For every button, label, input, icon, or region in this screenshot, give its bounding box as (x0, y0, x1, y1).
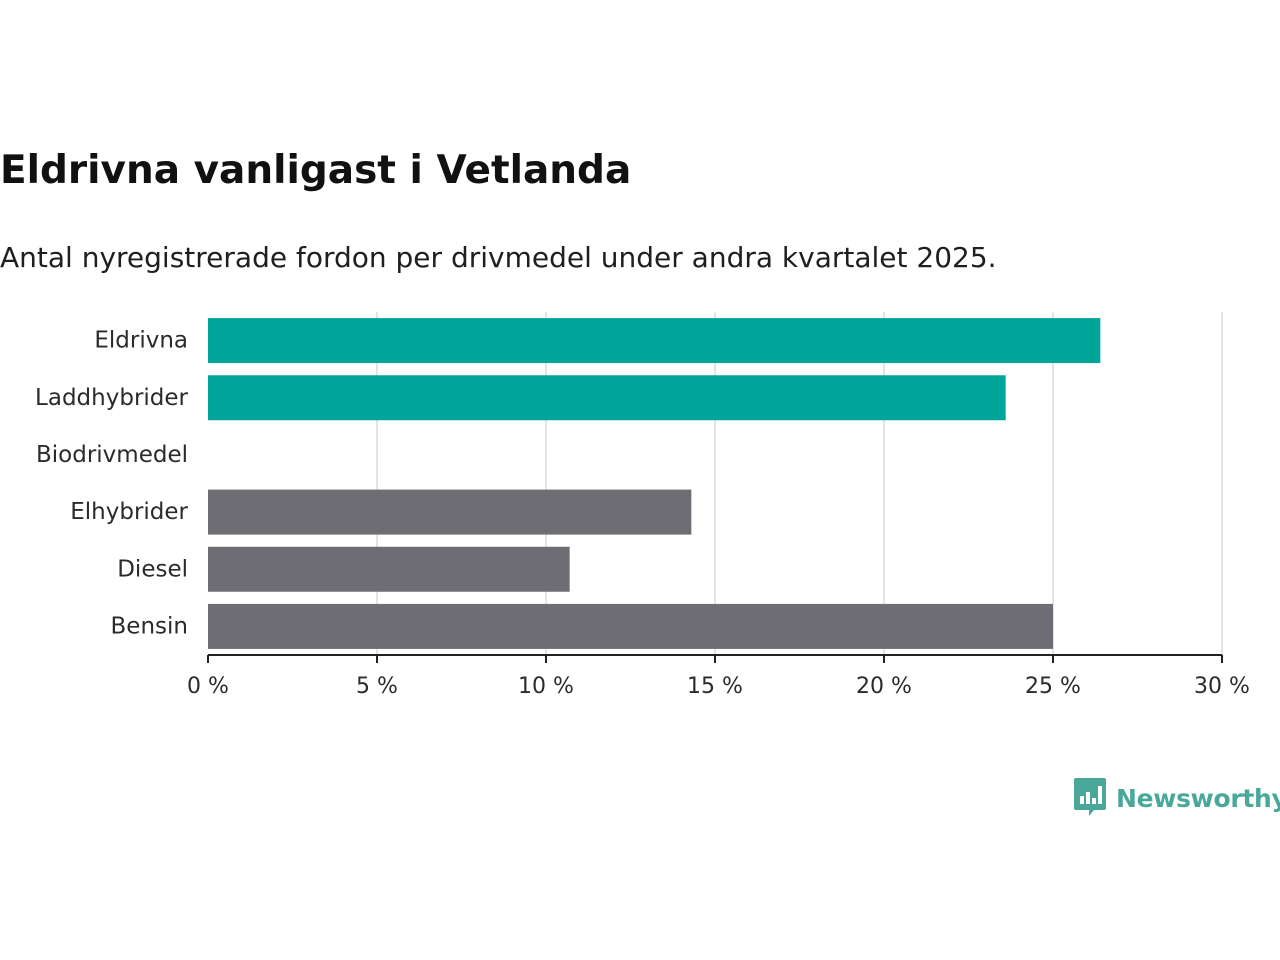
chart-subtitle: Antal nyregistrerade fordon per drivmede… (0, 241, 997, 274)
x-tick-label-0: 0 % (187, 674, 229, 699)
bar-diesel (208, 546, 570, 592)
newsworthy-logo: Newsworthy (1072, 776, 1280, 820)
category-label-laddhybrider: Laddhybrider (35, 385, 188, 411)
brand-name: Newsworthy (1116, 783, 1280, 813)
chart-title: Eldrivna vanligast i Vetlanda (0, 148, 632, 193)
x-tick-label-5: 5 % (356, 674, 398, 699)
bar-laddhybrider (208, 375, 1006, 421)
bar-bensin (208, 603, 1053, 649)
category-label-biodrivmedel: Biodrivmedel (36, 442, 188, 468)
x-axis: 0 % 5 % 10 % 15 % 20 % 25 % 30 % (187, 654, 1250, 699)
category-label-elhybrider: Elhybrider (70, 499, 188, 525)
x-tick-label-15: 15 % (687, 674, 743, 699)
x-tick-label-20: 20 % (856, 674, 912, 699)
category-labels: Eldrivna Laddhybrider Biodrivmedel Elhybrid… (35, 328, 188, 640)
bar-eldrivna (208, 318, 1101, 364)
x-tick-label-10: 10 % (518, 674, 574, 699)
category-label-eldrivna: Eldrivna (94, 328, 188, 354)
x-tick-label-25: 25 % (1025, 674, 1081, 699)
newsworthy-logo-icon (1074, 778, 1106, 816)
category-label-bensin: Bensin (111, 613, 188, 639)
bars (208, 318, 1101, 649)
bar-elhybrider (208, 489, 692, 535)
category-label-diesel: Diesel (117, 556, 188, 582)
x-tick-label-30: 30 % (1194, 674, 1250, 699)
gridlines (376, 312, 1223, 655)
